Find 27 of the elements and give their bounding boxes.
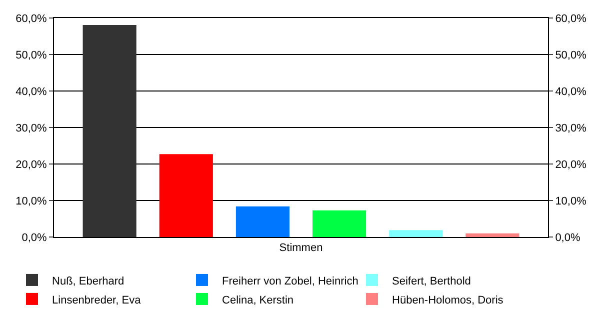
- y-tick-label: 40,0%: [16, 86, 48, 98]
- y-tick-label: 20,0%: [16, 158, 48, 171]
- text: 30,0%: [555, 122, 586, 134]
- y-tick-label: 10,0%: [16, 195, 48, 208]
- bar: [159, 154, 213, 237]
- legend-label: Hüben-Holomos, Doris: [392, 294, 504, 306]
- legend-label: Nuß, Eberhard: [52, 275, 124, 288]
- bar: [82, 24, 136, 237]
- text: 0,0%: [555, 232, 580, 244]
- bar: [466, 233, 520, 237]
- legend-label: Seifert, Berthold: [392, 275, 471, 288]
- legend-label: Celina, Kerstin: [222, 294, 294, 306]
- x-tick-label: Stimmen: [279, 242, 323, 254]
- text: 60,0%: [555, 12, 586, 25]
- y-tick-label: 0,0%: [22, 232, 48, 244]
- bar: [236, 206, 290, 237]
- y-tick-label: 30,0%: [16, 122, 48, 134]
- y-tick-label: 50,0%: [16, 49, 48, 62]
- text: 10,0%: [555, 195, 586, 208]
- bar: [312, 210, 366, 237]
- bar: [389, 230, 443, 237]
- legend-label: Freiherr von Zobel, Heinrich: [222, 275, 358, 288]
- y-tick-label: 60,0%: [16, 12, 48, 25]
- text: 50,0%: [555, 49, 586, 62]
- text: 40,0%: [555, 86, 586, 98]
- legend-label: Linsenbreder, Eva: [52, 294, 142, 306]
- text: 20,0%: [555, 158, 586, 171]
